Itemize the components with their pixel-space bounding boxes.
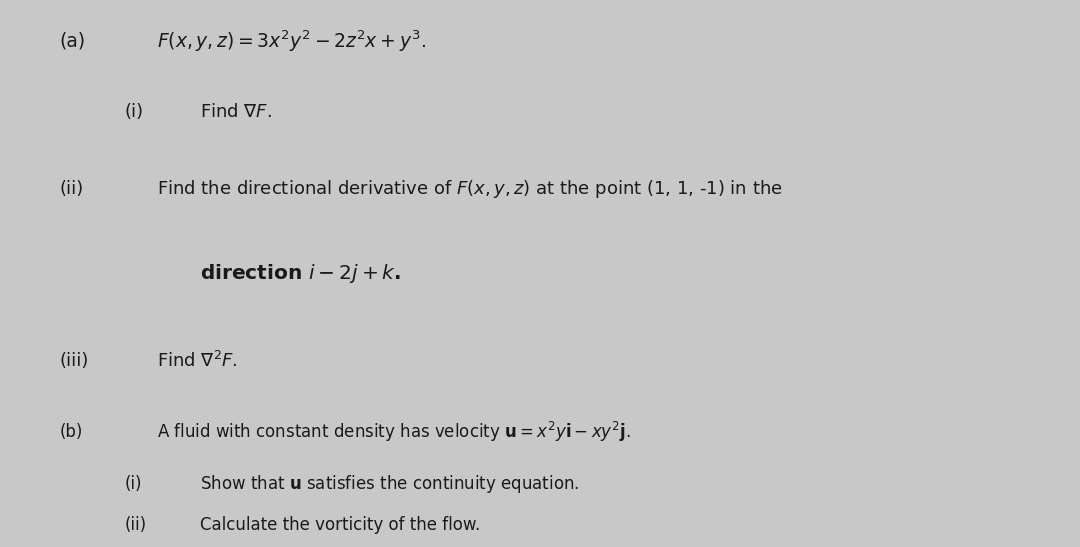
Text: (iii): (iii): [59, 352, 89, 370]
Text: Find the directional derivative of $F(x,y,z)$ at the point (1, 1, -1) in the: Find the directional derivative of $F(x,…: [157, 178, 782, 200]
Text: Find $\nabla F$.: Find $\nabla F$.: [200, 103, 272, 121]
Text: (b): (b): [59, 423, 83, 441]
Text: (i): (i): [124, 475, 141, 493]
Text: Show that $\mathbf{u}$ satisfies the continuity equation.: Show that $\mathbf{u}$ satisfies the con…: [200, 473, 579, 495]
Text: (ii): (ii): [124, 516, 146, 534]
Text: (i): (i): [124, 103, 144, 121]
Text: (a): (a): [59, 32, 85, 50]
Text: direction $\mathit{i}-2\mathit{j}+\mathit{k}$.: direction $\mathit{i}-2\mathit{j}+\mathi…: [200, 262, 401, 285]
Text: A fluid with constant density has velocity $\mathbf{u}=x^2y\mathbf{i}-xy^2\mathb: A fluid with constant density has veloci…: [157, 420, 631, 444]
Text: Find $\nabla^2F$.: Find $\nabla^2F$.: [157, 351, 238, 371]
Text: (ii): (ii): [59, 180, 83, 197]
Text: Calculate the vorticity of the flow.: Calculate the vorticity of the flow.: [200, 516, 480, 534]
Text: $F(x,y,z)=3x^2y^2-2z^2x+y^3.$: $F(x,y,z)=3x^2y^2-2z^2x+y^3.$: [157, 28, 426, 54]
